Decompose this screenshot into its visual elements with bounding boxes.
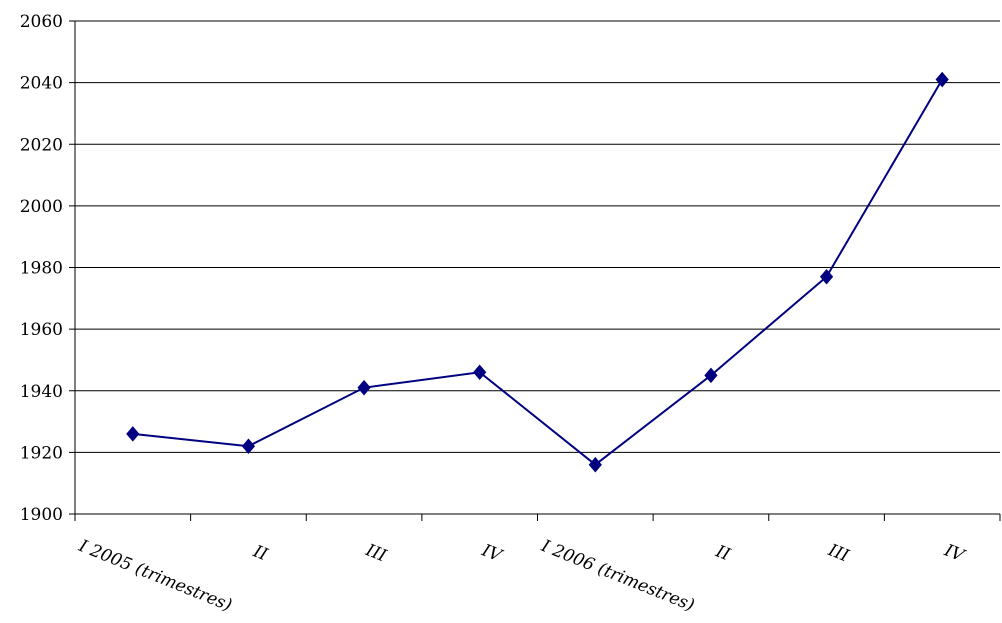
- data-point: [819, 268, 834, 285]
- y-tick-label: 2020: [20, 135, 63, 155]
- y-tick-label: 2060: [20, 12, 63, 32]
- series-line-path: [132, 79, 944, 466]
- gridlines: [75, 20, 1000, 453]
- x-axis: I 2005 (trimestres) II III IV I 2006 (trimes…: [74, 513, 1001, 616]
- data-markers: [126, 71, 949, 473]
- data-point: [704, 367, 718, 384]
- x-tick-label: III: [824, 540, 851, 567]
- data-point: [588, 456, 602, 473]
- y-tick-label: 2040: [20, 74, 63, 94]
- x-tick-label: I 2005 (trimestres): [75, 536, 235, 616]
- series-line: [132, 79, 944, 466]
- x-tick-label: IV: [941, 540, 969, 567]
- data-point: [357, 379, 371, 396]
- y-tick-label: 1940: [20, 382, 63, 402]
- x-tick-label: IV: [478, 540, 506, 567]
- x-tick-label: III: [362, 540, 389, 567]
- y-tick-label: 1980: [20, 259, 63, 279]
- data-point: [126, 426, 140, 442]
- data-point: [935, 71, 949, 88]
- y-tick-label: 2000: [20, 197, 63, 217]
- y-tick-label: 1960: [20, 320, 63, 340]
- data-point: [241, 438, 256, 454]
- y-tick-label: 1920: [20, 443, 63, 463]
- x-tick-label: II: [712, 541, 733, 565]
- y-axis: 1900 1920 1940 1960 1980 2000 2020 2040 2060: [20, 12, 76, 525]
- y-tick-label: 1900: [20, 505, 63, 525]
- x-tick-label: I 2006 (trimestres): [538, 536, 698, 616]
- x-tick-label: II: [249, 541, 270, 565]
- data-point: [473, 364, 487, 381]
